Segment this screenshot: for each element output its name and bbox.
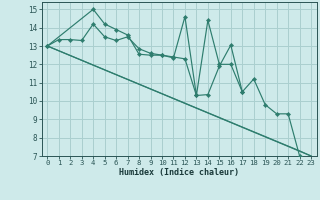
X-axis label: Humidex (Indice chaleur): Humidex (Indice chaleur) bbox=[119, 168, 239, 177]
